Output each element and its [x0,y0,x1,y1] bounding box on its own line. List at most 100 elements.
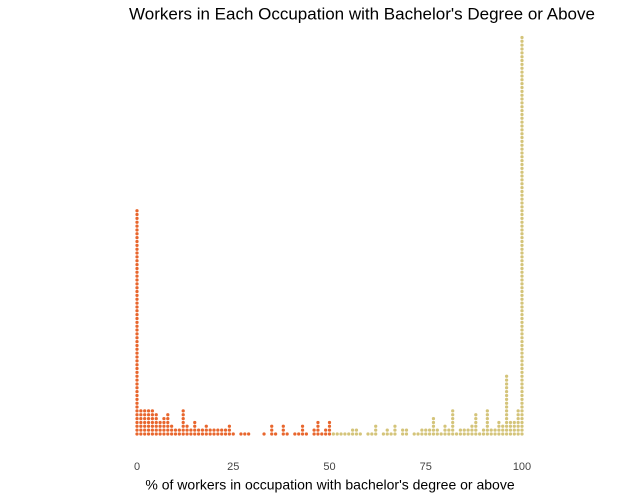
dot [520,259,524,263]
dot [520,62,524,67]
dot [520,135,524,140]
dot [520,343,524,348]
dot [520,320,524,324]
dot [331,432,335,436]
dot [501,432,505,436]
dot [135,359,139,363]
dot [520,55,524,59]
dot [327,432,332,436]
dot [520,74,524,78]
dot [158,424,162,428]
dot [412,432,416,436]
dot [135,239,139,244]
x-tick-label: 100 [513,461,531,473]
dot [504,374,509,378]
dot [143,428,147,432]
dot [504,428,509,432]
dot [193,432,197,436]
dot [354,432,359,436]
dot [485,420,489,425]
dot [135,293,139,298]
dot [489,432,493,436]
dot [181,424,185,428]
dot [181,413,185,417]
dot [227,424,232,428]
dot [204,428,208,432]
dot [135,255,139,259]
dot [520,159,524,163]
dot [135,424,139,428]
dot [135,386,139,390]
dot [520,301,524,305]
dot [135,432,139,436]
dot [327,428,332,432]
dot [135,282,139,286]
dot [193,424,197,428]
dot [520,309,524,313]
dot [135,370,139,375]
dot [193,428,197,432]
dot [316,424,320,428]
dot [135,336,139,340]
dot [520,382,524,386]
dot [520,178,524,182]
dot [135,301,139,305]
dot [520,182,524,186]
dot [208,432,212,436]
dot [212,432,216,436]
dot [520,212,524,217]
dot [135,224,139,228]
dot [135,309,139,313]
dot [520,124,524,128]
dot [370,432,374,436]
dot [381,432,386,436]
dot [247,432,251,436]
dot [520,105,524,109]
dot [327,420,332,425]
dot [497,432,501,436]
dot [520,393,524,398]
dot [435,428,439,432]
dot [154,432,158,436]
dot [173,428,178,432]
dot [520,155,524,159]
dot [520,432,524,436]
dot [273,432,278,436]
x-tick-label: 25 [227,461,239,473]
dot [135,289,139,294]
dot [135,390,139,394]
dot [470,428,474,432]
dot [481,428,486,432]
dot [150,420,155,425]
dot [520,209,524,213]
dot [474,416,478,421]
dot [135,320,139,324]
dot [139,424,143,428]
dot [150,413,155,417]
dot [300,428,305,432]
dot [135,278,139,282]
dot [181,432,185,436]
dot [420,432,424,436]
dot [466,432,470,436]
dot [139,432,143,436]
dot [143,424,147,428]
dot [339,432,343,436]
dot [462,428,466,432]
dot [520,316,524,321]
dot [520,274,524,278]
dot [520,409,524,413]
x-tick-label: 75 [420,461,432,473]
dot [520,101,524,105]
dot [146,424,151,428]
dot [374,424,378,428]
dot [512,424,516,428]
dot [451,413,455,417]
dot [504,390,509,394]
dot [458,432,463,436]
dot [135,332,139,336]
dot [520,239,524,244]
dot [401,428,405,432]
dot [520,386,524,390]
dot [520,47,524,51]
